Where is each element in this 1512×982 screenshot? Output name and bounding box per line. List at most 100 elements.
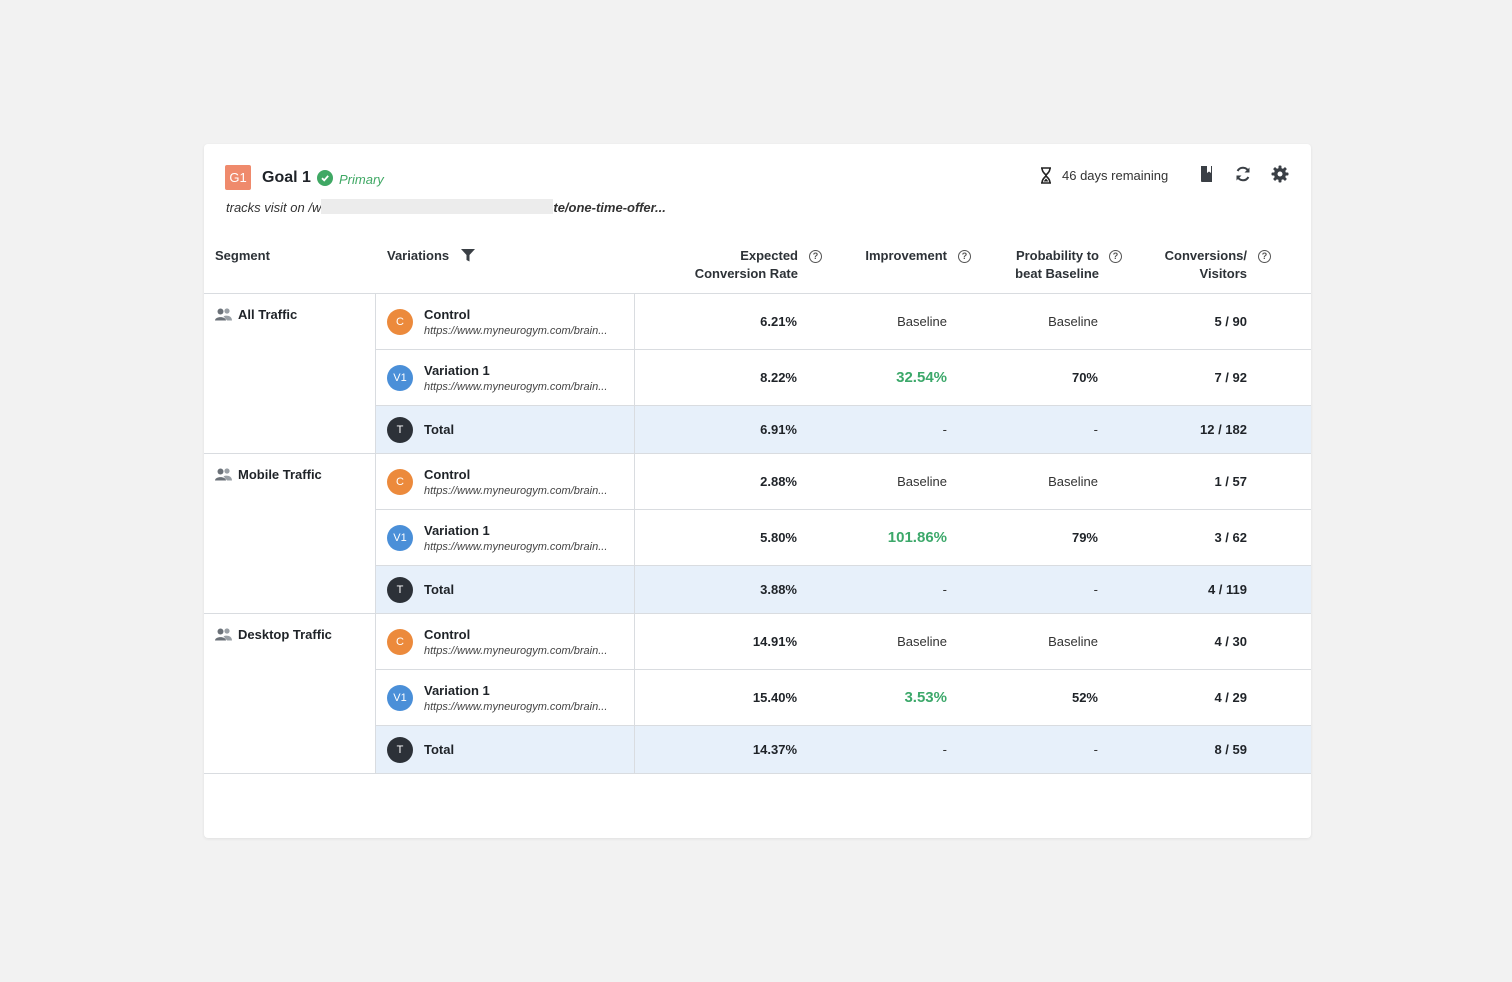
probability-value: - <box>1093 582 1098 597</box>
conversions-visitors: 8 / 59 <box>1214 742 1247 757</box>
conversion-rate: 15.40% <box>752 690 797 705</box>
variation-name: Variation 1 <box>424 523 490 538</box>
variation-name: Variation 1 <box>424 683 490 698</box>
conversions-visitors: 7 / 92 <box>1214 370 1247 385</box>
help-icon[interactable]: ? <box>1109 250 1122 263</box>
row-divider <box>376 349 1311 350</box>
conversions-visitors: 5 / 90 <box>1214 314 1247 329</box>
goal-badge: G1 <box>225 165 251 190</box>
conversion-rate: 5.80% <box>760 530 797 545</box>
goal-report-card: G1 Goal 1 Primary tracks visit on /w te/o… <box>204 144 1311 838</box>
variation-url[interactable]: https://www.myneurogym.com/brain... <box>424 645 608 657</box>
filter-icon[interactable] <box>461 249 475 262</box>
variation-name: Control <box>424 307 471 322</box>
conversions-visitors: 4 / 29 <box>1214 690 1247 705</box>
conversion-rate: 6.21% <box>760 314 797 329</box>
expected-line-2: Conversion Rate <box>694 266 798 281</box>
probability-line-1: Probability to <box>1015 248 1099 263</box>
conversions-line-2: Visitors <box>1199 266 1247 281</box>
conversions-visitors: 3 / 62 <box>1214 530 1247 545</box>
segment-column-divider <box>375 294 376 454</box>
improvement-value: Baseline <box>897 634 947 649</box>
conversion-rate: 3.88% <box>760 582 797 597</box>
variation-url[interactable]: https://www.myneurogym.com/brain... <box>424 541 608 553</box>
row-divider <box>204 613 1311 614</box>
improvement-value: - <box>942 742 947 757</box>
users-icon <box>215 308 232 321</box>
probability-value: Baseline <box>1048 634 1098 649</box>
tracks-prefix: tracks visit on /w <box>226 200 322 215</box>
probability-value: Baseline <box>1048 314 1098 329</box>
conversion-rate: 14.37% <box>752 742 797 757</box>
variation-name: Control <box>424 627 471 642</box>
segment-label: All Traffic <box>215 307 297 322</box>
variation-avatar: C <box>387 309 413 335</box>
refresh-icon[interactable] <box>1233 164 1253 184</box>
probability-value: Baseline <box>1048 474 1098 489</box>
conversions-visitors: 12 / 182 <box>1200 422 1247 437</box>
improvement-value: 32.54% <box>896 369 947 386</box>
improvement-value: - <box>942 422 947 437</box>
segment-name: Mobile Traffic <box>238 467 322 482</box>
probability-line-2: beat Baseline <box>1015 266 1099 281</box>
variation-name: Total <box>424 582 455 597</box>
column-header-conversions: Conversions/ Visitors <box>1165 247 1247 283</box>
probability-value: - <box>1093 422 1098 437</box>
segment-column-divider <box>375 454 376 614</box>
variation-name: Control <box>424 467 471 482</box>
column-header-probability: Probability to beat Baseline <box>1015 247 1099 283</box>
total-row-background <box>376 406 1311 454</box>
row-divider <box>376 509 1311 510</box>
help-icon[interactable]: ? <box>1258 250 1271 263</box>
goal-tracking-url: tracks visit on /w te/one-time-offer... <box>226 199 666 215</box>
variation-url[interactable]: https://www.myneurogym.com/brain... <box>424 325 608 337</box>
variation-column-divider <box>634 454 635 614</box>
column-header-segment: Segment <box>215 248 270 263</box>
redacted-url-segment <box>321 199 554 214</box>
help-icon[interactable]: ? <box>809 250 822 263</box>
segment-label: Desktop Traffic <box>215 627 332 642</box>
variation-url[interactable]: https://www.myneurogym.com/brain... <box>424 381 608 393</box>
improvement-value: Baseline <box>897 474 947 489</box>
conversion-rate: 6.91% <box>760 422 797 437</box>
users-icon <box>215 628 232 641</box>
variation-name: Total <box>424 422 455 437</box>
row-divider <box>376 405 1311 406</box>
variation-avatar: T <box>387 417 413 443</box>
variation-avatar: T <box>387 577 413 603</box>
variation-avatar: C <box>387 469 413 495</box>
variation-url[interactable]: https://www.myneurogym.com/brain... <box>424 701 608 713</box>
goal-title: Goal 1 <box>262 169 311 186</box>
variation-name: Variation 1 <box>424 363 490 378</box>
book-icon[interactable] <box>1197 164 1217 184</box>
row-divider <box>204 453 1311 454</box>
help-icon[interactable]: ? <box>958 250 971 263</box>
probability-value: 79% <box>1071 530 1098 545</box>
tracks-suffix: te/one-time-offer... <box>553 200 666 215</box>
conversions-visitors: 1 / 57 <box>1214 474 1247 489</box>
improvement-value: - <box>942 582 947 597</box>
column-header-improvement: Improvement <box>865 248 947 263</box>
conversions-visitors: 4 / 119 <box>1207 582 1247 597</box>
conversions-visitors: 4 / 30 <box>1214 634 1247 649</box>
segment-label: Mobile Traffic <box>215 467 322 482</box>
days-remaining: 46 days remaining <box>1062 168 1169 183</box>
column-header-expected-rate: Expected Conversion Rate <box>695 247 798 283</box>
variation-name: Total <box>424 742 455 757</box>
gear-icon[interactable] <box>1270 164 1290 184</box>
row-divider <box>204 773 1311 774</box>
variation-url[interactable]: https://www.myneurogym.com/brain... <box>424 485 608 497</box>
variation-avatar: V1 <box>387 365 413 391</box>
row-divider <box>376 725 1311 726</box>
column-header-variations: Variations <box>387 248 450 263</box>
total-row-background <box>376 566 1311 614</box>
probability-value: 52% <box>1071 690 1098 705</box>
users-icon <box>215 468 232 481</box>
improvement-value: 3.53% <box>904 689 947 706</box>
segment-column-divider <box>375 614 376 774</box>
probability-value: - <box>1093 742 1098 757</box>
conversion-rate: 8.22% <box>760 370 797 385</box>
segment-name: All Traffic <box>238 307 298 322</box>
probability-value: 70% <box>1071 370 1098 385</box>
variation-avatar: C <box>387 629 413 655</box>
